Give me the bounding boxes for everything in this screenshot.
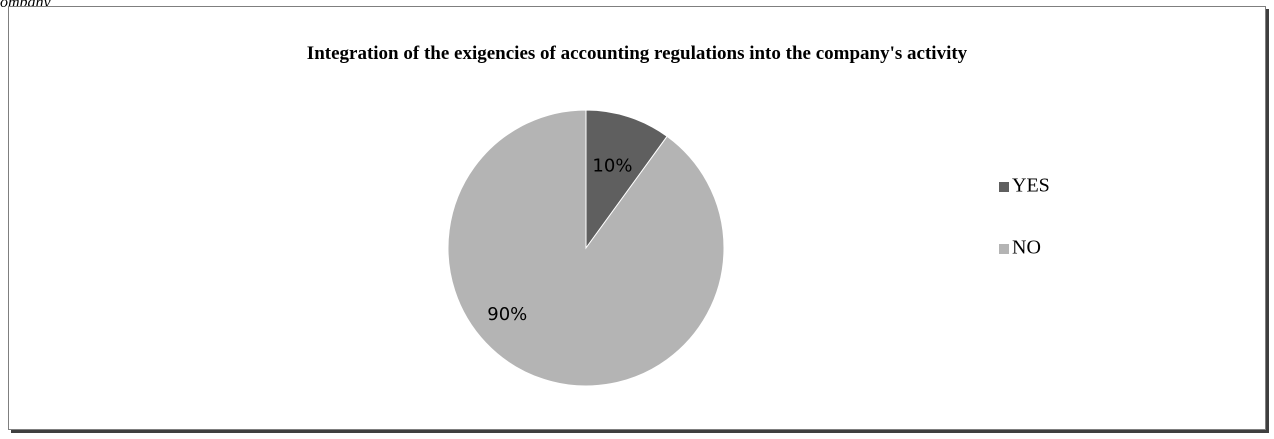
legend-swatch-yes xyxy=(999,182,1009,192)
chart-title: Integration of the exigencies of account… xyxy=(306,43,968,64)
top-text-fragment: ompany xyxy=(0,0,51,12)
pie-chart: 10% 90% YES NO xyxy=(447,109,1050,387)
legend-label-yes: YES xyxy=(1012,175,1050,197)
legend-swatch-no xyxy=(999,244,1009,254)
slice-label-yes: 10% xyxy=(592,156,632,177)
pie-slice-yes xyxy=(585,109,668,250)
pie-slice-labels: 10% 90% xyxy=(487,156,632,326)
pie-slices xyxy=(447,109,725,387)
slice-label-no: 90% xyxy=(487,304,527,325)
legend-label-no: NO xyxy=(1012,237,1041,259)
legend: YES NO xyxy=(999,175,1050,259)
chart-frame: Integration of the exigencies of account… xyxy=(8,6,1266,430)
pie-slice-no xyxy=(447,109,725,387)
